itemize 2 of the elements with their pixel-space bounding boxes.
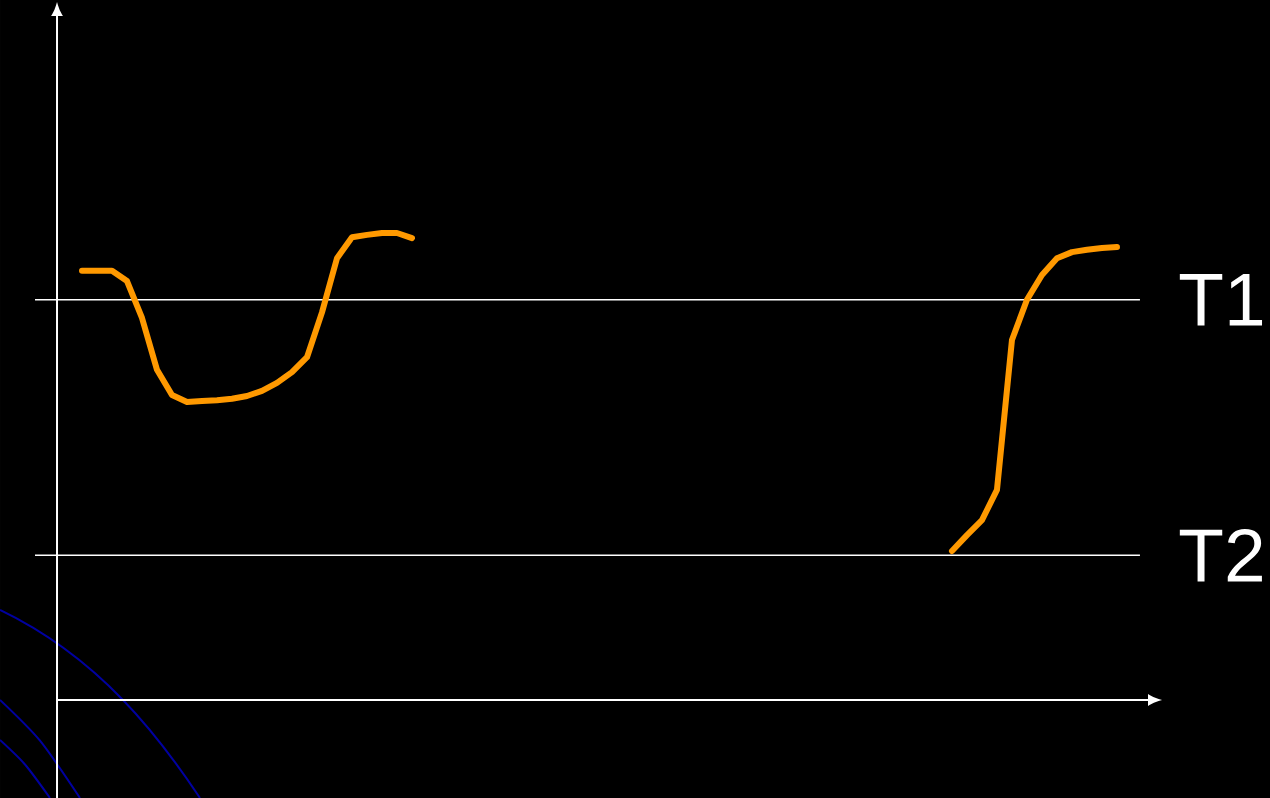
ref-line-label: T1 bbox=[1179, 273, 1263, 326]
ref-line-label: T2 bbox=[1179, 529, 1262, 582]
